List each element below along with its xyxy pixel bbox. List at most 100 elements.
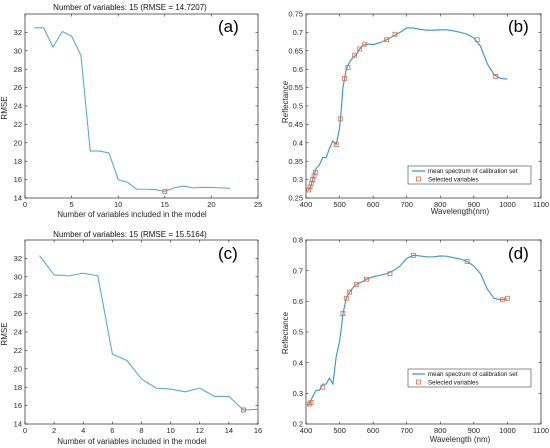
panel-a-ytick-label: 14 [14,194,22,203]
panel-a-xtick-label: 25 [254,200,262,209]
panel-b-xtick-label: 700 [400,200,413,209]
panel-a-title: Number of variables: 15 (RMSE = 14.7207) [53,3,207,12]
panel-a-ytick-label: 20 [14,138,22,147]
panel-b-ytick-label: 0.45 [288,120,303,129]
panel-a-ytick-label: 30 [14,46,22,55]
panel-b-series-line [307,27,508,192]
panel-b-ytick-label: 0.7 [293,28,303,37]
panel-b-selected-marker [337,116,343,122]
panel-b-legend-marker-swatch [416,176,421,182]
panel-a-frame [24,13,259,199]
panel-b-legend-entry-1: mean spectrum of calibration set [428,168,518,175]
panel-d-selected-marker [343,295,349,301]
panel-d-xtick-label: 1000 [499,426,516,435]
panel-b-xtick-label: 600 [367,200,380,209]
panel-d-frame [305,239,542,425]
panel-a-ylabel: RMSE [0,96,9,119]
panel-b-ytick-label: 0.65 [288,46,303,55]
panel-b-xtick-label: 500 [333,200,346,209]
panel-b: 400 500 600 700 800 900 1000 1100 0.25 0.3 0.35 0.4… [281,10,549,216]
panel-a-optimum-marker [162,188,168,194]
panel-d-legend: mean spectrum of calibration set Selecte… [407,368,532,388]
panel-d-selected-marker [387,271,393,277]
panel-a-xlabel: Number of variables included in the mode… [57,210,207,219]
panel-d-ytick-label: 0.2 [293,420,303,429]
panel-b-xlabel: Wavelength(nm) [431,207,490,216]
panel-d-xtick-label: 400 [300,426,313,435]
panel-a-ytick-label: 24 [14,102,22,111]
panel-a-plot: 0 5 10 15 20 25 14 16 18 20 22 24 26 28 30 32 [14,13,262,209]
panel-b-ylabel: Reflectance [281,80,290,123]
panel-b-xtick-label: 1100 [533,200,549,209]
panel-d-ytick-label: 0.8 [293,236,303,245]
panel-b-xtick-label: 1000 [499,200,516,209]
panel-c-ytick-label: 16 [14,401,22,410]
panel-b-ytick-label: 0.35 [288,157,303,166]
panel-c-xlabel: Number of variables included in the mode… [57,437,207,446]
panel-d-selected-marker [464,259,470,264]
panel-c-ylabel: RMSE [0,322,9,345]
panel-c-ytick-label: 24 [14,328,22,337]
panel-b-selected-marker [312,169,318,175]
panel-d: 400 500 600 700 800 900 1000 1100 0.2 0.3 0.4 0.5 0.… [281,236,549,444]
panel-a-ytick-label: 16 [14,175,22,184]
panel-d-plot: 400 500 600 700 800 900 1000 1100 0.2 0.3 0.4 0.5 0.… [293,236,550,435]
panel-c-xtick-label: 10 [166,426,174,435]
panel-b-ytick-label: 0.4 [293,138,303,147]
panel-c-xtick-label: 12 [196,426,204,435]
panel-b-legend-box [407,165,532,185]
panel-b-ytick-label: 0.5 [293,102,303,111]
panel-d-selected-marker [505,295,510,301]
panel-b-ytick-label: 0.75 [288,10,303,19]
panel-b-selected-marker [362,41,368,47]
panel-d-selected-marker [347,289,353,295]
panel-b-letter: (b) [508,17,529,36]
panel-c-ytick-label: 30 [14,272,22,281]
panel-d-selected-marker [353,282,359,287]
panel-d-xtick-label: 1100 [533,426,549,435]
panel-d-selected-marker [499,297,505,303]
panel-b-xtick-label: 800 [434,200,447,209]
panel-b-selected-marker [474,37,480,43]
panel-b-selected-marker [493,74,499,79]
panel-d-selected-marker [340,311,346,317]
panel-b-selected-marker [357,46,363,52]
panel-a-xtick-label: 0 [23,200,27,209]
panel-d-selected-marker [364,276,369,282]
panel-d-legend-box [407,368,532,388]
panel-d-letter: (d) [508,244,529,263]
panel-b-selected-marker [392,31,398,37]
panel-b-xtick-label: 900 [468,200,481,209]
panel-c-xtick-label: 14 [225,426,233,435]
panel-a-ytick-label: 18 [14,157,22,166]
panel-b-selected-marker [306,187,312,193]
panel-d-xtick-label: 600 [367,426,380,435]
panel-a-ytick-label: 28 [14,65,22,74]
panel-b-xtick-label: 400 [300,200,313,209]
panel-b-legend-entry-2: Selected variables [428,177,479,184]
panel-b-selected-marker [345,64,351,70]
panel-b-ytick-label: 0.55 [288,83,303,92]
panel-b-ytick-label: 0.3 [293,175,303,184]
panel-d-xtick-label: 700 [400,426,413,435]
panel-d-xtick-label: 800 [434,426,447,435]
panel-d-selected-marker [320,384,326,390]
panel-c-xtick-label: 0 [23,426,27,435]
panel-d-xlabel: Wavelength (nm) [430,435,491,444]
panel-c-xtick-label: 16 [254,426,262,435]
panel-c-xtick-label: 8 [139,426,143,435]
panel-d-legend-entry-2: Selected variables [428,380,479,387]
panel-a: Number of variables: 15 (RMSE = 14.7207)… [0,3,262,219]
panel-c-title: Number of variables: 15 (RMSE = 15.5164) [53,230,207,239]
panel-c-ytick-label: 18 [14,383,22,392]
panel-b-ytick-label: 0.6 [293,65,303,74]
panel-d-legend-marker-swatch [416,379,421,385]
panel-c-xtick-label: 2 [52,426,56,435]
panel-a-xtick-label: 15 [161,200,169,209]
panel-c-ytick-label: 28 [14,291,22,300]
panel-b-ytick-label: 0.25 [288,194,303,203]
panel-d-xtick-label: 500 [333,426,346,435]
panel-c-xtick-label: 4 [81,426,85,435]
panel-d-series-line [307,254,508,407]
